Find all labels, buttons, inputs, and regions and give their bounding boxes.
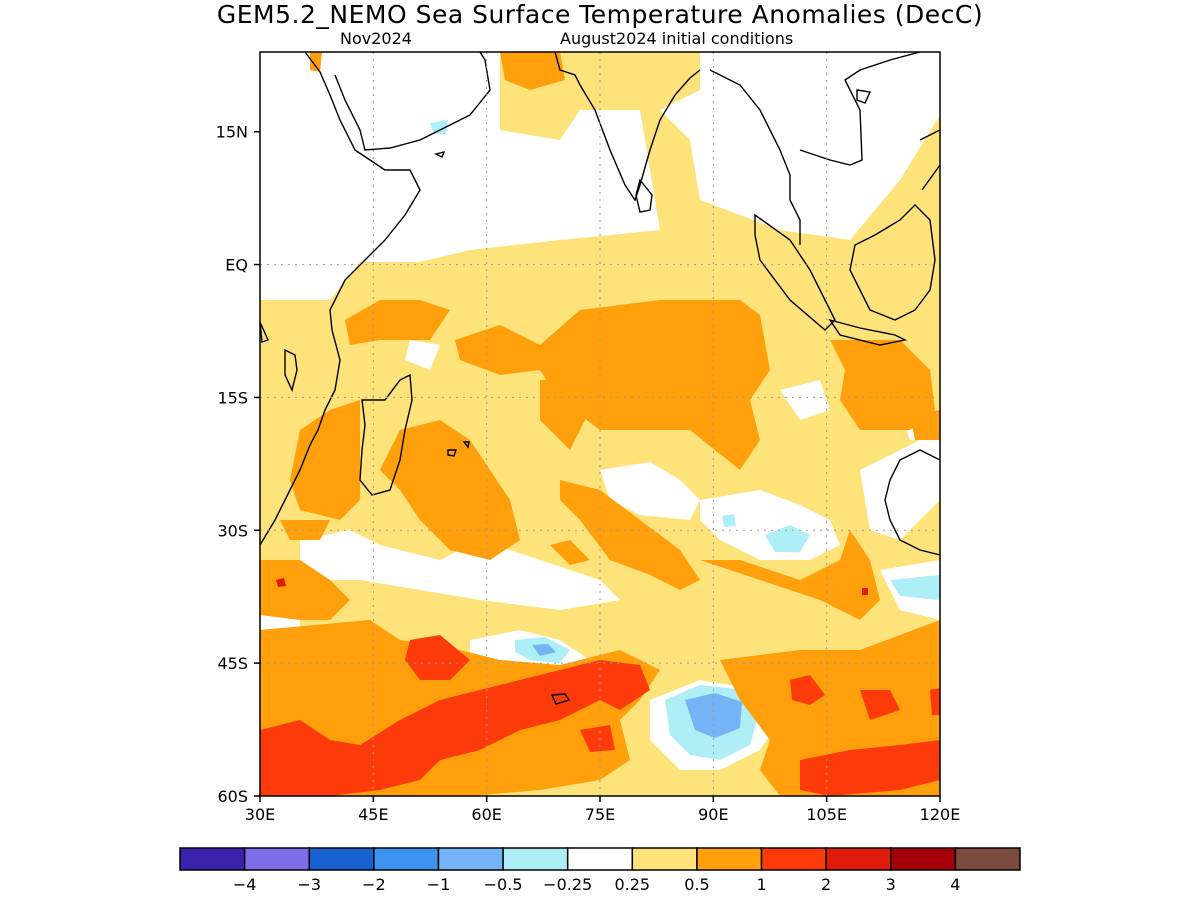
gridlines [260,52,940,796]
colorbar-swatch [437,847,504,871]
colorbar-label: 2 [821,875,831,894]
colorbar-swatch [954,847,1021,871]
colorbar-swatch [631,847,698,871]
colorbar-swatch [308,847,375,871]
lon-tick-label: 120E [920,805,961,824]
colorbar-swatch [373,847,440,871]
colorbar-swatch [890,847,957,871]
colorbar-label: 0.25 [614,875,650,894]
lon-tick-label: 75E [585,805,615,824]
lat-tick-label: 30S [217,521,248,540]
initial-conditions: August2024 initial conditions [560,29,794,48]
colorbar-label: −3 [297,875,321,894]
coastlines [260,52,940,705]
colorbar-label: −1 [427,875,451,894]
lon-tick-label: 45E [358,805,388,824]
colorbar-label: −4 [233,875,257,894]
colorbar-label: 3 [886,875,896,894]
colorbar-swatch [243,847,310,871]
colorbar-swatch [566,847,634,871]
colorbar-swatch [179,847,246,871]
lat-tick-label: 15N [216,123,248,142]
lon-tick-label: 90E [698,805,728,824]
lon-tick-label: 30E [245,805,275,824]
colorbar-label: −2 [362,875,386,894]
lat-tick-label: 60S [217,787,248,806]
colorbar-label: −0.25 [543,875,592,894]
red-areas [260,635,940,796]
lat-tick-label: EQ [225,256,248,275]
colorbar: −4 −3 −2 −1 −0.5 −0.25 0.25 0.5 1 2 3 4 [179,847,1021,894]
colorbar-swatch [696,847,763,871]
lon-tick-label: 60E [471,805,501,824]
colorbar-label: 0.5 [684,875,709,894]
colorbar-swatch [825,847,892,871]
lat-tick-label: 45S [217,654,248,673]
chart-title: GEM5.2_NEMO Sea Surface Temperature Anom… [216,0,984,29]
colorbar-label: −0.5 [484,875,523,894]
dark-red-specks [276,578,868,595]
lon-tick-label: 105E [806,805,847,824]
colorbar-label: 4 [950,875,960,894]
colorbar-swatch [760,847,827,871]
forecast-month: Nov2024 [340,29,412,48]
lat-tick-label: 15S [217,388,248,407]
colorbar-swatch [502,847,569,871]
colorbar-label: 1 [756,875,766,894]
